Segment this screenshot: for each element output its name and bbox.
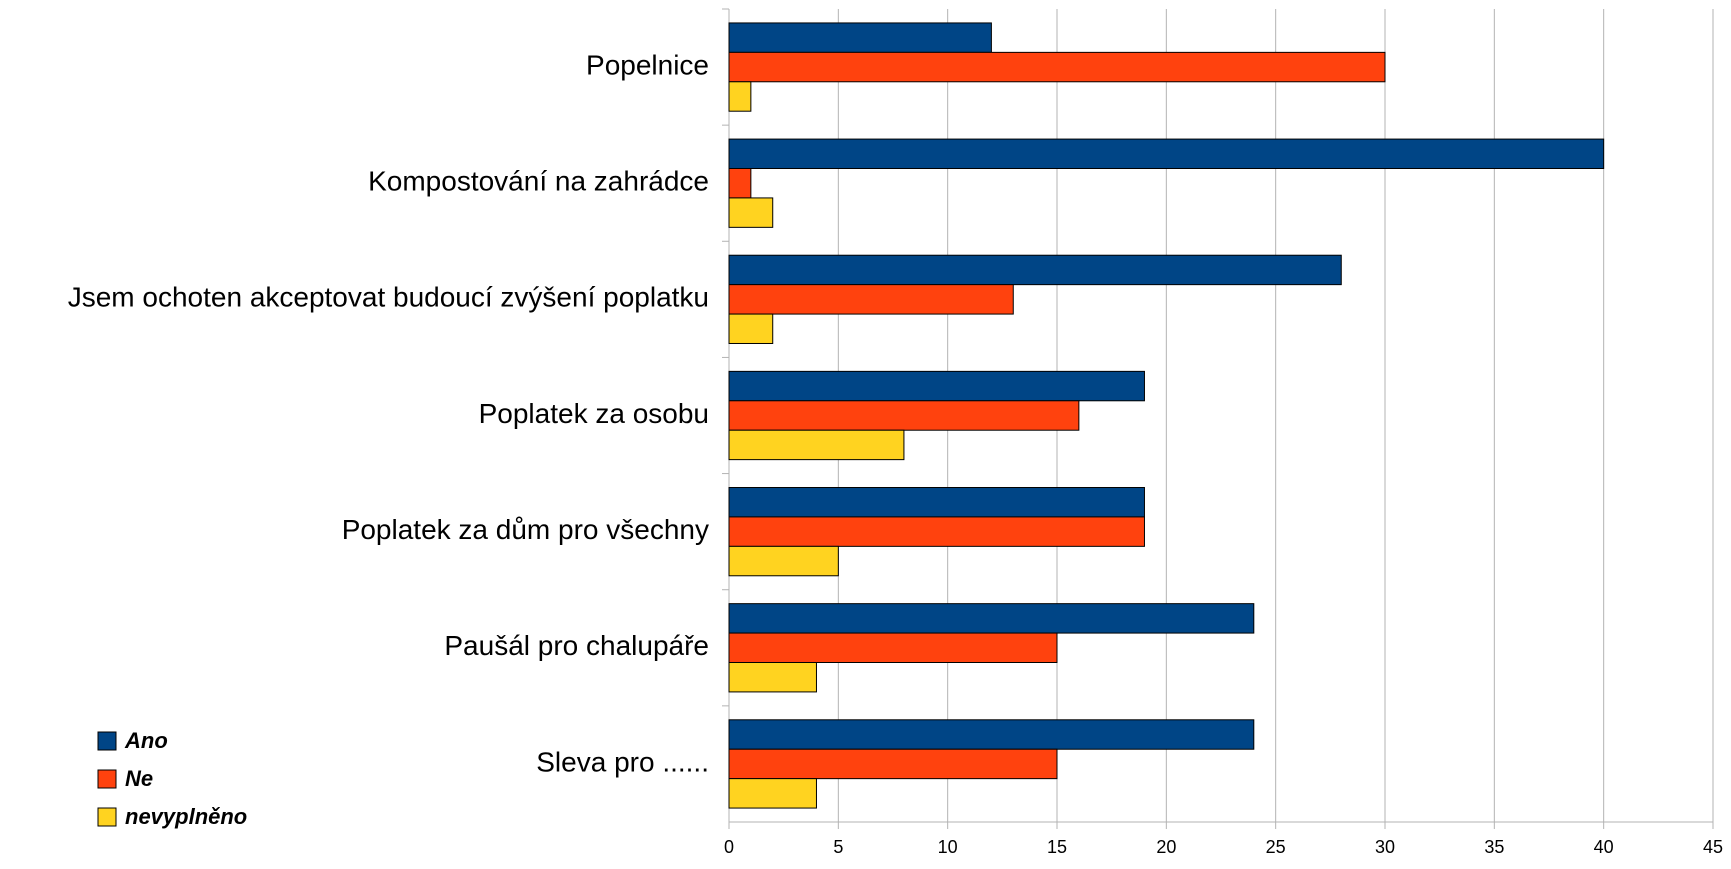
x-tick-label: 30 (1375, 837, 1395, 857)
y-tick-label: Poplatek za dům pro všechny (342, 514, 709, 545)
bar (728, 254, 1342, 286)
y-tick-label: Jsem ochoten akceptovat budoucí zvýšení … (68, 282, 709, 313)
bar (728, 661, 817, 693)
y-tick-label: Kompostování na zahrádce (368, 166, 709, 197)
legend-swatch (97, 731, 117, 751)
x-tick-label: 20 (1156, 837, 1176, 857)
bar (728, 400, 1080, 431)
legend-swatch (97, 769, 117, 789)
bar (728, 632, 1058, 663)
legend-swatch (97, 807, 117, 827)
bar (728, 370, 1145, 402)
x-tick-label: 25 (1266, 837, 1286, 857)
bar (728, 138, 1605, 170)
legend-label: Ano (124, 728, 168, 753)
bar (728, 429, 905, 461)
x-tick-label: 15 (1047, 837, 1067, 857)
x-tick-label: 45 (1703, 837, 1723, 857)
y-tick-label: Paušál pro chalupáře (444, 630, 709, 661)
y-tick-label: Poplatek za osobu (479, 398, 709, 429)
bar (728, 719, 1255, 750)
bar (728, 22, 992, 53)
x-tick-label: 5 (833, 837, 843, 857)
y-tick-label: Sleva pro ...... (536, 746, 709, 777)
bar (728, 516, 1145, 547)
x-tick-label: 10 (938, 837, 958, 857)
bar (728, 748, 1058, 780)
bar (728, 313, 774, 344)
y-tick-label: Popelnice (586, 49, 709, 80)
bar (728, 778, 817, 809)
bar (728, 545, 839, 577)
x-tick-label: 0 (724, 837, 734, 857)
bar (728, 81, 752, 112)
bar (728, 603, 1255, 634)
bar (728, 284, 1014, 315)
x-tick-label: 35 (1484, 837, 1504, 857)
legend-label: nevyplněno (125, 804, 247, 829)
legend-label: Ne (125, 766, 153, 791)
bar (728, 197, 774, 228)
bar (728, 168, 752, 199)
x-tick-label: 40 (1594, 837, 1614, 857)
bar (728, 51, 1386, 83)
bar (728, 487, 1145, 518)
